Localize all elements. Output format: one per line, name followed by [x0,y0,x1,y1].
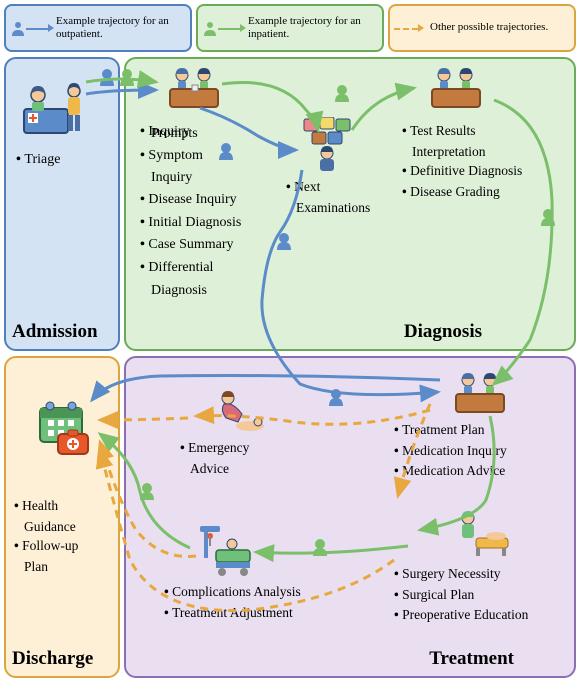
discharge-label: Discharge [12,648,93,670]
legend-outpatient-icon [10,18,52,38]
discharge-health: Health [14,496,78,516]
legend-outpatient-label: Example trajectory for an outpatient. [56,15,186,41]
emergency-advice: Emergency [180,438,249,458]
diagnosis-label: Diagnosis [404,321,482,343]
diag-initial: Initial Diagnosis [140,212,241,234]
diag-symptom: Symptom [140,145,241,167]
diagnosis-left-bullets: Inquiry Prompts Prompts Symptom Inquiry … [140,121,241,302]
treatment-plan-bullets: Treatment Plan Medication Inquiry Medica… [394,420,507,482]
diag-grading: Disease Grading [402,182,522,202]
admission-bullet-triage: Triage [16,149,60,171]
admission-panel: Admission Triage [4,57,120,351]
treatment-surgery: Surgery Necessity Surgical Plan Preopera… [394,564,528,626]
diag-definitive: Definitive Diagnosis [402,161,522,181]
diag-summary: Case Summary [140,234,241,256]
treatment-desk-icon [450,370,510,416]
diagnosis-desk2-icon [426,65,486,111]
admission-bullets: Triage [16,149,60,172]
legend-other: Other possible trajectories. [388,4,576,52]
diagnosis-left-bullets-real: Inquiry [140,121,190,144]
calendar-medkit-icon [34,400,94,456]
diagnosis-desk1-icon [164,65,224,111]
diag-next-exam: Next [286,177,386,197]
treatment-emergency: Emergency Advice [180,438,249,478]
discharge-panel: Discharge Health Guidance Follow-up Plan [4,356,120,678]
complications: Complications Analysis [164,582,301,602]
diagnosis-mid-bullets: Next Examinations [286,177,386,217]
legend-outpatient: Example trajectory for an outpatient. [4,4,192,52]
legend: Example trajectory for an outpatient. Ex… [4,4,576,52]
discharge-bullets: Health Guidance Follow-up Plan [14,496,78,576]
diag-differential: Differential [140,257,241,279]
treatment-label: Treatment [429,648,514,670]
adjustment: Treatment Adjustment [164,603,301,623]
admission-label: Admission [12,321,98,343]
discharge-followup: Follow-up [14,536,78,556]
diagnosis-right-bullets: Test Results Interpretation Definitive D… [402,121,522,202]
legend-other-icon [394,18,426,38]
diag-disease-inq: Disease Inquiry [140,189,241,211]
med-advice: Medication Advice [394,461,507,481]
surgery-necessity: Surgery Necessity [394,564,528,584]
legend-inpatient-icon [202,18,244,38]
reception-desk-icon [20,77,90,137]
legend-inpatient: Example trajectory for an inpatient. [196,4,384,52]
legend-inpatient-label: Example trajectory for an inpatient. [248,15,378,41]
preop-edu: Preoperative Education [394,605,528,625]
diagnosis-panel: Diagnosis Inquiry Prompts Prompts Sympto… [124,57,576,351]
med-inquiry: Medication Inquiry [394,441,507,461]
surgical-plan: Surgical Plan [394,585,528,605]
legend-other-label: Other possible trajectories. [430,21,548,34]
examinations-icon [302,117,352,171]
treatment-plan: Treatment Plan [394,420,507,440]
diag-test-results: Test Results [402,121,522,141]
treatment-complications: Complications Analysis Treatment Adjustm… [164,582,301,623]
surgery-icon [452,508,512,558]
emergency-icon [210,388,266,432]
hospital-bed-icon [196,526,256,576]
treatment-panel: Treatment Emergency Advice Treatment Pla… [124,356,576,678]
